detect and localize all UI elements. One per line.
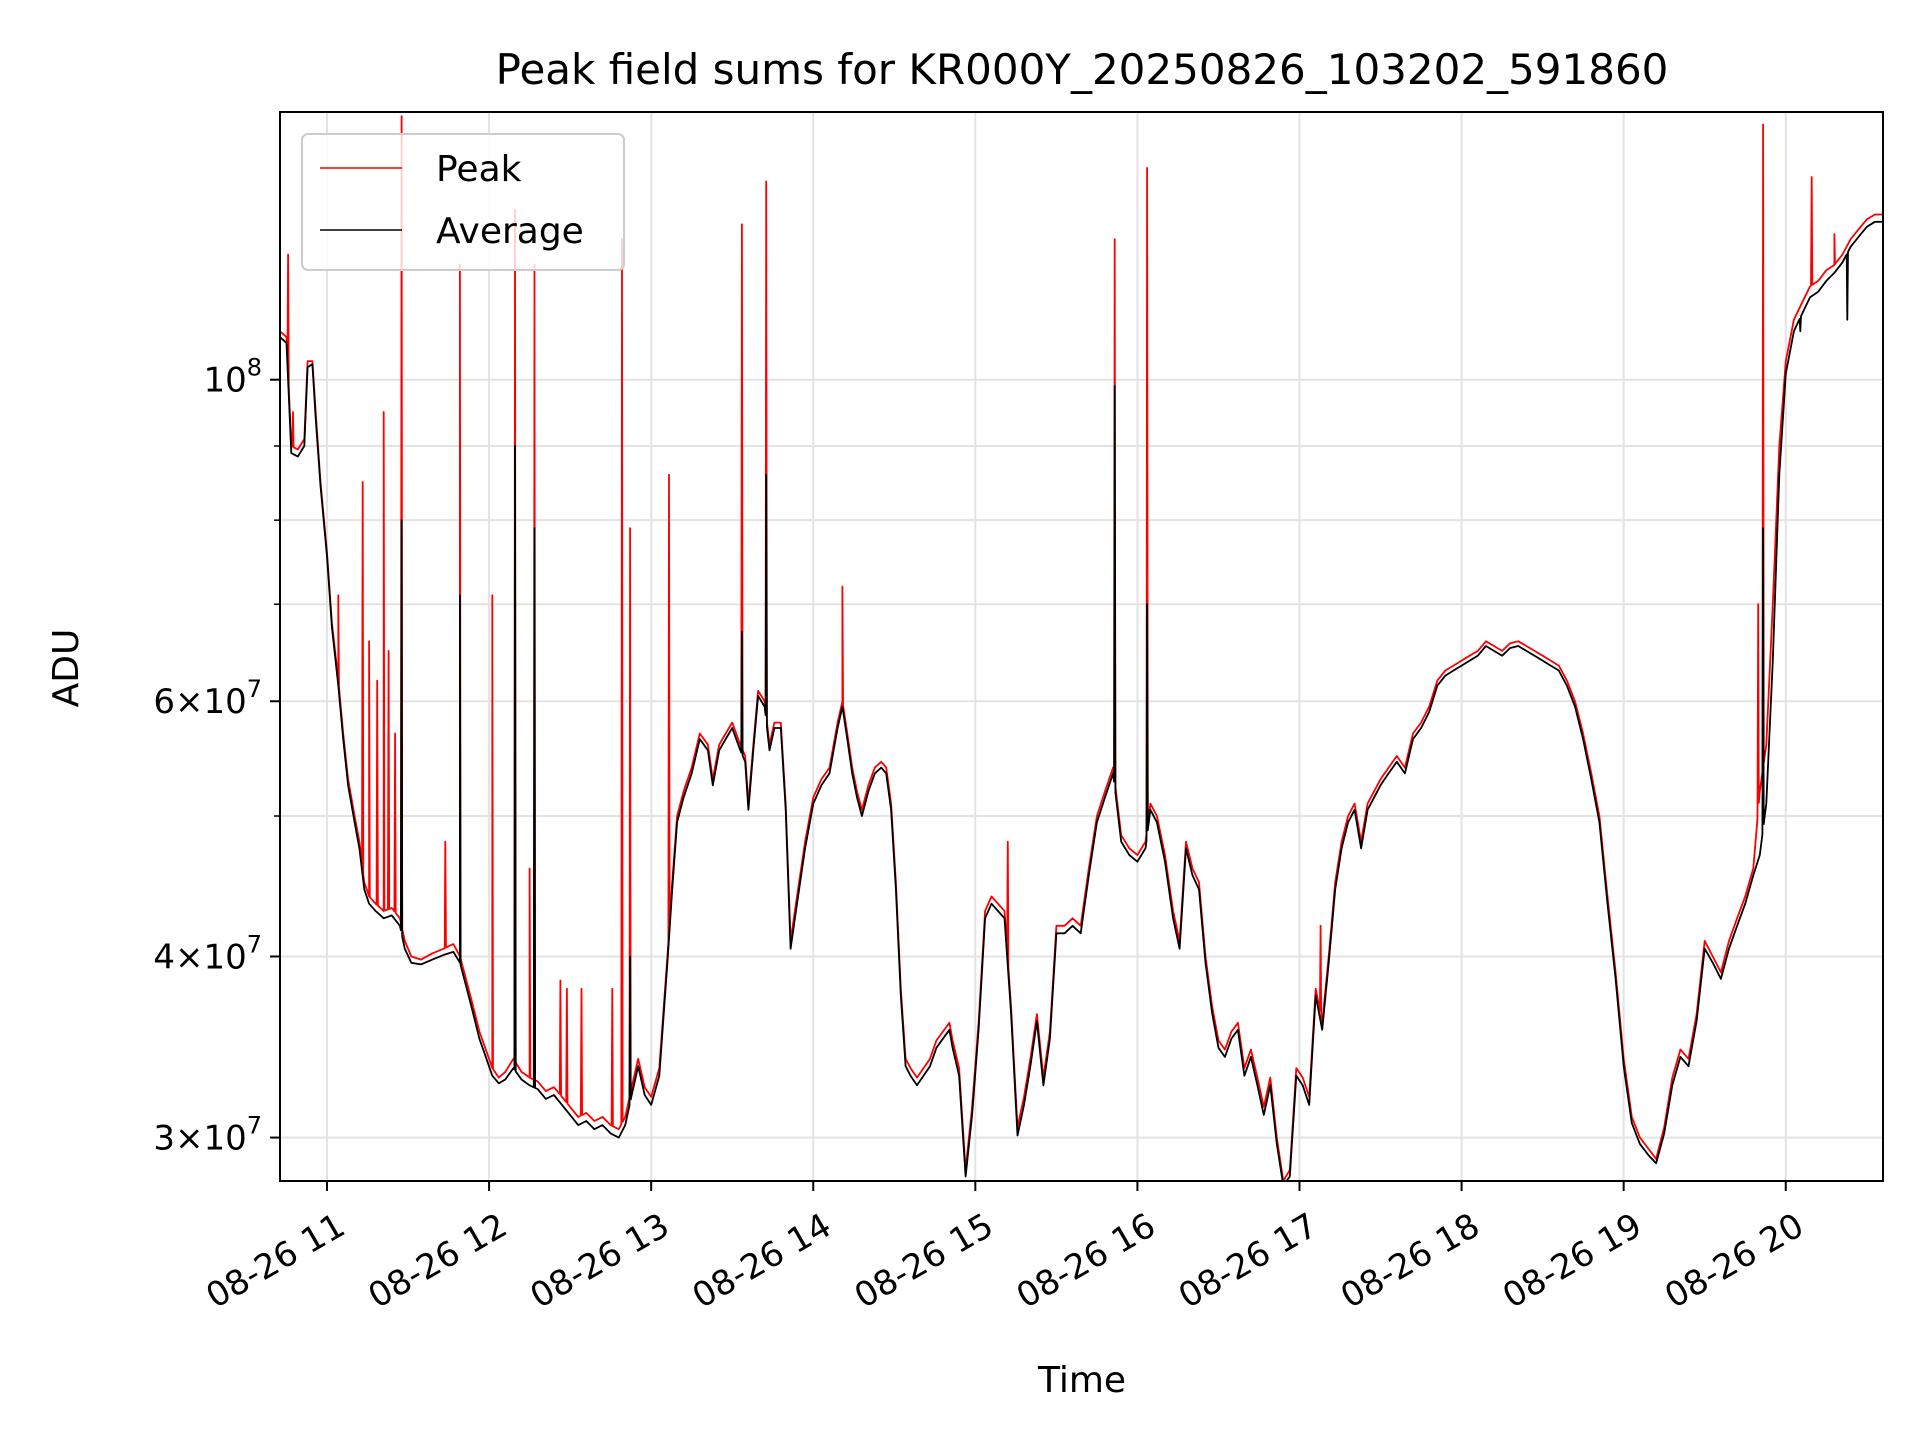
y-axis-label: ADU: [46, 629, 87, 708]
y-tick-label: 6×107: [153, 675, 262, 722]
chart-title: Peak field sums for KR000Y_20250826_1032…: [496, 45, 1669, 94]
x-axis-label: Time: [1037, 1360, 1126, 1401]
y-axis: 3×107 4×107 6×107 108: [153, 354, 280, 1159]
y-tick-label: 3×107: [153, 1112, 262, 1159]
y-tick-label: 108: [203, 354, 262, 401]
legend-peak-label: Peak: [436, 149, 522, 190]
grid-lines: [280, 112, 1883, 1181]
plot-frame: [279, 111, 1884, 1182]
series-line-average: [280, 220, 1883, 1181]
legend: Peak Average: [301, 133, 625, 271]
series-layer: [280, 115, 1883, 1181]
series-line-peak: [280, 115, 1883, 1181]
legend-average-label: Average: [436, 211, 584, 252]
y-tick-label: 4×107: [153, 930, 262, 977]
